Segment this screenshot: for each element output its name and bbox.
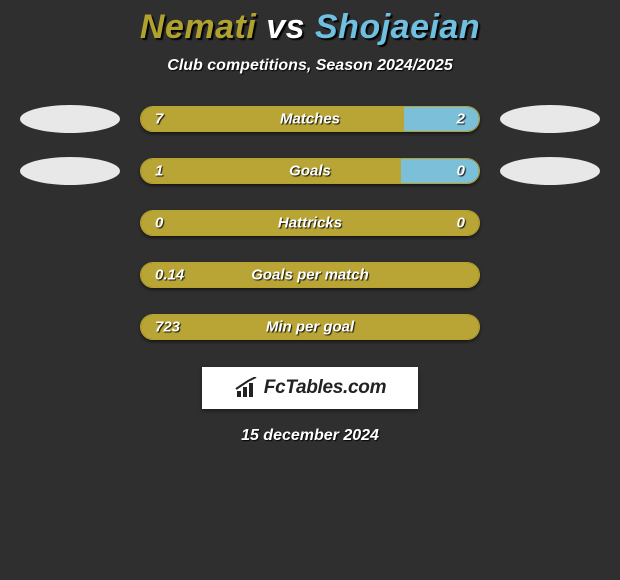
stat-label: Min per goal (266, 319, 354, 336)
brand-logo-text: FcTables.com (264, 377, 386, 399)
brand-logo[interactable]: FcTables.com (202, 367, 418, 409)
page-title: Nemati vs Shojaeian (140, 8, 480, 47)
player2-marker (500, 157, 600, 185)
stat-value-left: 0 (155, 215, 163, 232)
bar-fill-right (401, 159, 479, 183)
stat-value-left: 723 (155, 319, 180, 336)
player1-marker (20, 157, 120, 185)
chart-icon (234, 377, 260, 399)
stat-row: 7 2 Matches (0, 105, 620, 133)
stat-bar: 7 2 Matches (140, 106, 480, 132)
stat-row: 1 0 Goals (0, 157, 620, 185)
stat-bar: 0 0 Hattricks (140, 210, 480, 236)
bar-fill-right (404, 107, 479, 131)
stat-row: 0 0 Hattricks (0, 209, 620, 237)
stat-value-left: 1 (155, 163, 163, 180)
player2-marker (500, 105, 600, 133)
date-label: 15 december 2024 (241, 427, 379, 445)
stat-bar: 723 Min per goal (140, 314, 480, 340)
stat-value-right: 0 (457, 163, 465, 180)
bar-fill-left (141, 159, 401, 183)
stat-row: 0.14 Goals per match (0, 261, 620, 289)
stat-rows: 7 2 Matches 1 0 Goals 0 0 Hattricks 0.14 Goals per… (0, 105, 620, 341)
stat-bar: 1 0 Goals (140, 158, 480, 184)
stat-value-right: 2 (457, 111, 465, 128)
stat-row: 723 Min per goal (0, 313, 620, 341)
subtitle: Club competitions, Season 2024/2025 (167, 57, 452, 75)
stat-label: Goals per match (251, 267, 369, 284)
player1-name: Nemati (140, 8, 256, 46)
player1-marker (20, 105, 120, 133)
stat-value-left: 0.14 (155, 267, 184, 284)
stat-label: Goals (289, 163, 331, 180)
bar-fill-left (141, 107, 404, 131)
stat-bar: 0.14 Goals per match (140, 262, 480, 288)
stat-value-left: 7 (155, 111, 163, 128)
stat-value-right: 0 (457, 215, 465, 232)
stat-label: Matches (280, 111, 340, 128)
title-vs: vs (266, 8, 305, 46)
stat-label: Hattricks (278, 215, 342, 232)
comparison-card: Nemati vs Shojaeian Club competitions, S… (0, 0, 620, 445)
player2-name: Shojaeian (315, 8, 480, 46)
